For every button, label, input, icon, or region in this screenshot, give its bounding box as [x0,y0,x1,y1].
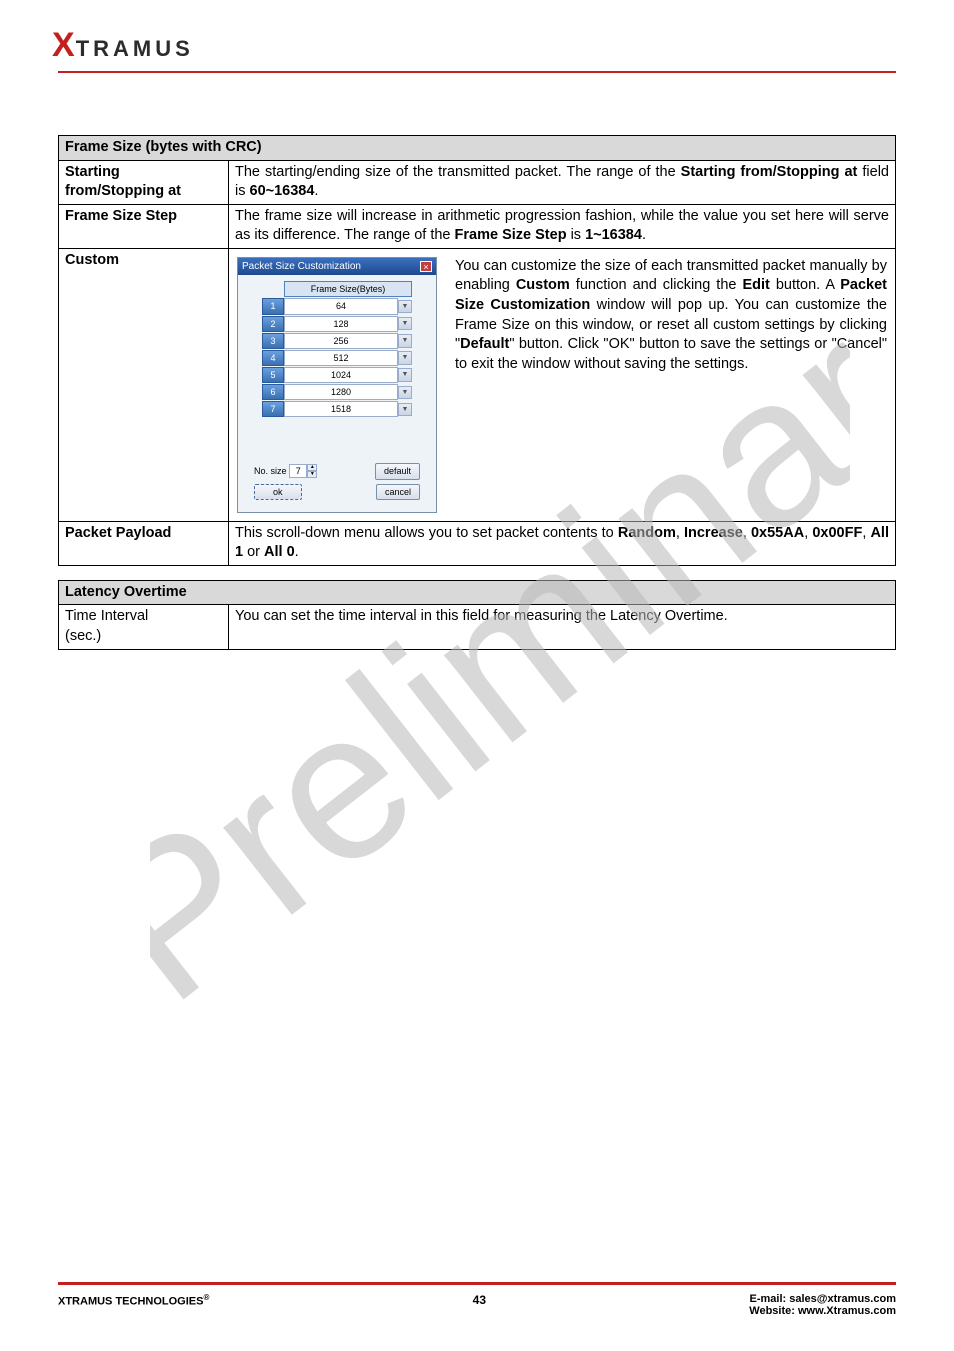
chevron-down-icon[interactable]: ▼ [398,300,412,313]
frame-size-rows: 164▼2128▼3256▼4512▼51024▼61280▼71518▼ [244,298,430,417]
frame-size-row: 51024▼ [262,367,412,383]
chevron-down-icon[interactable]: ▼ [398,368,412,381]
packet-payload-label: Packet Payload [59,521,229,565]
time-interval-label: Time Interval (sec.) [59,605,229,649]
row-value: 128 [284,316,398,332]
row-index: 2 [262,316,284,332]
row-value: 512 [284,350,398,366]
cancel-button[interactable]: cancel [376,484,420,500]
footer-right: E-mail: sales@xtramus.com Website: www.X… [749,1293,896,1317]
row-index: 3 [262,333,284,349]
frame-size-row: 2128▼ [262,316,412,332]
row-index: 4 [262,350,284,366]
chevron-down-icon[interactable]: ▼ [398,317,412,330]
footer: XTRAMUS TECHNOLOGIES® 43 E-mail: sales@x… [0,1282,954,1317]
content: Frame Size (bytes with CRC) Starting fro… [58,73,896,650]
row-value: 64 [284,298,398,314]
row-index: 1 [262,298,284,314]
page: X TRAMUS Frame Size (bytes with CRC) Sta… [0,0,954,650]
starting-from-label: Starting from/Stopping at [59,160,229,204]
row-index: 5 [262,367,284,383]
page-number: 43 [473,1293,486,1307]
custom-description: You can customize the size of each trans… [455,257,887,513]
nosize-spinner[interactable]: 7 ▲▼ [289,464,317,478]
table1-header: Frame Size (bytes with CRC) [59,136,896,161]
chevron-down-icon[interactable]: ▼ [398,386,412,399]
frame-size-table: Frame Size (bytes with CRC) Starting fro… [58,135,896,566]
row-value: 1280 [284,384,398,400]
spinner-buttons[interactable]: ▲▼ [307,464,317,478]
nosize-label: No. size [254,466,287,476]
logo: X TRAMUS [52,26,896,65]
dialog-body: Frame Size(Bytes) 164▼2128▼3256▼4512▼510… [238,275,436,511]
logo-x: X [52,26,74,65]
chevron-down-icon[interactable]: ▼ [398,334,412,347]
latency-table: Latency Overtime Time Interval (sec.) Yo… [58,580,896,650]
chevron-down-icon[interactable]: ▼ [398,351,412,364]
frame-size-row: 71518▼ [262,401,412,417]
row-index: 7 [262,401,284,417]
dialog-titlebar: Packet Size Customization × [238,258,436,276]
starting-from-desc: The starting/ending size of the transmit… [229,160,896,204]
default-button[interactable]: default [375,463,420,479]
row-index: 6 [262,384,284,400]
dialog-bottom: No. size 7 ▲▼ default [244,463,430,499]
row-value: 1518 [284,401,398,417]
frame-size-row: 4512▼ [262,350,412,366]
row-value: 1024 [284,367,398,383]
frame-size-step-desc: The frame size will increase in arithmet… [229,204,896,248]
footer-left: XTRAMUS TECHNOLOGIES® [58,1293,209,1308]
packet-size-dialog: Packet Size Customization × Frame Size(B… [237,257,437,513]
footer-rule [58,1282,896,1285]
frame-size-step-label: Frame Size Step [59,204,229,248]
dialog-title-text: Packet Size Customization [242,260,361,274]
packet-payload-desc: This scroll-down menu allows you to set … [229,521,896,565]
table2-header: Latency Overtime [59,580,896,605]
frame-size-row: 164▼ [262,298,412,314]
custom-label: Custom [59,248,229,521]
frame-size-row: 3256▼ [262,333,412,349]
ok-button[interactable]: ok [254,484,302,500]
close-icon[interactable]: × [420,261,432,272]
frame-size-row: 61280▼ [262,384,412,400]
custom-content: Packet Size Customization × Frame Size(B… [235,251,889,519]
time-interval-desc: You can set the time interval in this fi… [229,605,896,649]
chevron-down-icon[interactable]: ▼ [398,403,412,416]
nosize-value: 7 [289,464,307,478]
footer-row: XTRAMUS TECHNOLOGIES® 43 E-mail: sales@x… [58,1293,896,1317]
logo-text: TRAMUS [76,36,194,62]
frame-size-header: Frame Size(Bytes) [284,281,412,297]
row-value: 256 [284,333,398,349]
nosize-group: No. size 7 ▲▼ [254,464,317,479]
custom-desc-cell: Packet Size Customization × Frame Size(B… [229,248,896,521]
